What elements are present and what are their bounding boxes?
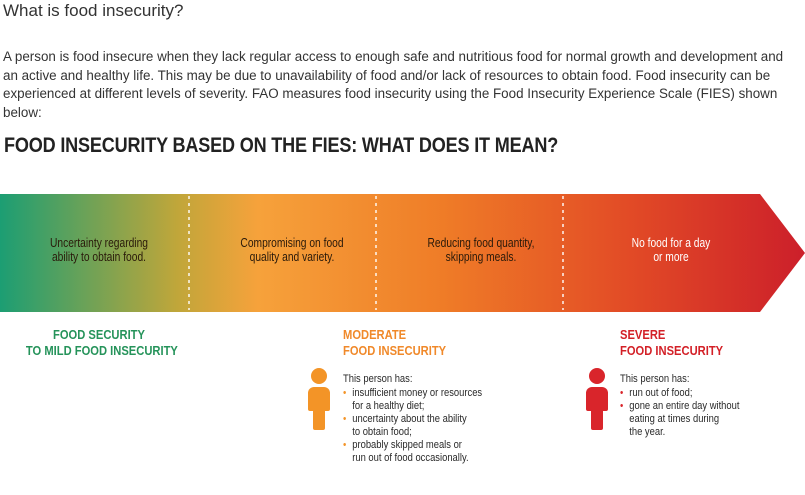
details-lead: This person has:	[343, 373, 413, 385]
person-body	[586, 387, 608, 411]
person-body	[308, 387, 330, 411]
segment-line: Uncertainty regarding	[49, 236, 148, 250]
list-item: • insufficient money or resources for a …	[343, 387, 511, 413]
bullet-line: gone an entire day without	[629, 400, 740, 412]
bullet-line: eating at times during	[629, 413, 720, 425]
figure-title: FOOD INSECURITY BASED ON THE FIES: WHAT …	[4, 134, 559, 157]
level-line: TO MILD FOOD INSECURITY	[25, 343, 178, 358]
level-line: MODERATE	[343, 327, 407, 342]
segment-line: skipping meals.	[445, 250, 517, 264]
segment-reducing: Reducing food quantity, skipping meals.	[420, 236, 543, 264]
list-item: • uncertainty about the ability to obtai…	[343, 413, 511, 439]
level-moderate: MODERATE FOOD INSECURITY	[343, 327, 446, 359]
segment-line: quality and variety.	[249, 250, 335, 264]
segment-line: Reducing food quantity,	[427, 236, 535, 250]
level-line: SEVERE	[620, 327, 666, 342]
severe-bullet-list: • run out of food; • gone an entire day …	[620, 387, 771, 439]
level-mild: FOOD SECURITY TO MILD FOOD INSECURITY	[25, 327, 178, 359]
bullet-line: insufficient money or resources	[352, 387, 483, 399]
person-legs	[591, 408, 603, 430]
segment-line: Compromising on food	[240, 236, 344, 250]
bullet-icon: •	[343, 439, 347, 451]
segment-line: ability to obtain food.	[51, 250, 147, 264]
bullet-line: uncertainty about the ability	[352, 413, 467, 425]
scale-arrow-shape	[0, 194, 805, 312]
segment-line: or more	[653, 250, 689, 264]
segment-line: No food for a day	[631, 236, 711, 250]
list-item: • gone an entire day without eating at t…	[620, 400, 771, 439]
segment-compromising: Compromising on food quality and variety…	[231, 236, 354, 264]
bullet-line: run out of food;	[629, 387, 693, 399]
bullet-line: probably skipped meals or	[352, 439, 462, 451]
bullet-line: to obtain food;	[352, 426, 412, 438]
bullet-icon: •	[620, 400, 624, 412]
level-line: FOOD SECURITY	[53, 327, 145, 342]
list-item: • probably skipped meals or run out of f…	[343, 439, 511, 465]
moderate-details: This person has: • insufficient money or…	[343, 373, 511, 465]
level-severe: SEVERE FOOD INSECURITY	[620, 327, 723, 359]
bullet-line: for a healthy diet;	[352, 400, 425, 412]
person-head	[311, 368, 327, 384]
bullet-icon: •	[343, 387, 347, 399]
details-lead: This person has:	[620, 373, 690, 385]
person-icon	[307, 368, 331, 430]
severe-details: This person has: • run out of food; • go…	[620, 373, 771, 439]
fies-scale-arrow	[0, 194, 805, 312]
person-icon	[585, 368, 609, 430]
person-legs	[313, 408, 325, 430]
bullet-icon: •	[620, 387, 624, 399]
segment-uncertainty: Uncertainty regarding ability to obtain …	[38, 236, 161, 264]
moderate-bullet-list: • insufficient money or resources for a …	[343, 387, 511, 465]
list-item: • run out of food;	[620, 387, 771, 400]
level-line: FOOD INSECURITY	[620, 343, 724, 358]
bullet-line: run out of food occasionally.	[352, 452, 469, 464]
bullet-icon: •	[343, 413, 347, 425]
level-line: FOOD INSECURITY	[343, 343, 447, 358]
segment-no-food: No food for a day or more	[610, 236, 733, 264]
intro-paragraph: A person is food insecure when they lack…	[3, 49, 784, 120]
page-title: What is food insecurity?	[3, 1, 184, 20]
bullet-line: the year.	[629, 426, 666, 438]
person-head	[589, 368, 605, 384]
